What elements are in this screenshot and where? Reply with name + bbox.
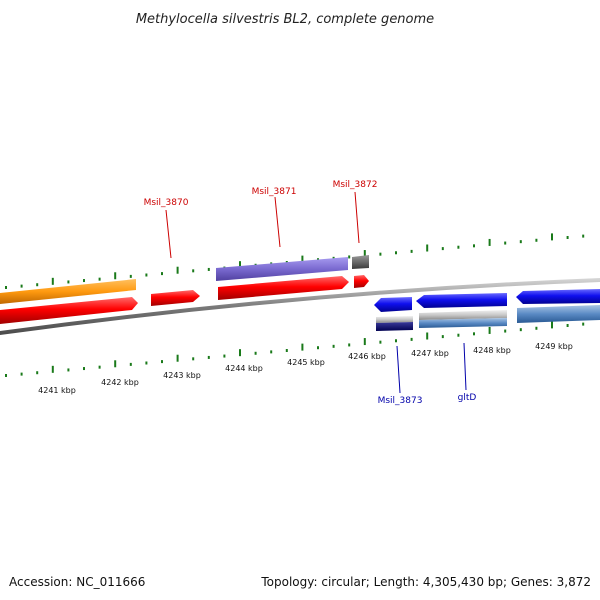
gene-orange-bar[interactable] (0, 279, 136, 304)
scale-label-4248: 4248 kbp (473, 346, 511, 355)
gene-msil-3871-arrow[interactable] (218, 276, 349, 300)
scale-label-4243: 4243 kbp (163, 371, 201, 380)
gene-label-msil-3870[interactable]: Msil_3870 (144, 198, 189, 208)
scale-label-4244: 4244 kbp (225, 364, 263, 373)
scale-label-4245: 4245 kbp (287, 358, 325, 367)
gene-reverse-feature-3[interactable] (517, 305, 600, 323)
leader-line-msil-3872 (354, 191, 360, 244)
gene-reverse-arrow-3[interactable] (516, 289, 600, 304)
gene-gltD-arrow[interactable] (416, 293, 507, 308)
gene-gltD-feature[interactable] (419, 318, 507, 328)
gene-msil-3872-feature[interactable] (352, 255, 369, 269)
scale-label-4247: 4247 kbp (411, 349, 449, 358)
gene-gltD-feature-light[interactable] (419, 310, 507, 320)
map-title: Methylocella silvestris BL2, complete ge… (136, 12, 434, 27)
gene-msil-3873-arrow[interactable] (374, 297, 412, 312)
leader-line-msil-3870 (165, 209, 172, 259)
gene-msil-3870-arrow[interactable] (151, 290, 200, 306)
accession-text: Accession: NC_011666 (9, 575, 145, 589)
gene-label-msil-3871[interactable]: Msil_3871 (252, 187, 297, 197)
gene-label-gltD[interactable]: gltD (458, 393, 477, 403)
gene-msil-3871-feature[interactable] (216, 257, 348, 281)
bottom-scale-ticks (5, 321, 585, 377)
scale-label-4246: 4246 kbp (348, 352, 386, 361)
gene-msil-3872-arrow[interactable] (354, 275, 369, 288)
leader-line-msil-3873 (396, 345, 401, 394)
gene-cds-arrow-1[interactable] (0, 297, 138, 324)
scale-label-4241: 4241 kbp (38, 386, 76, 395)
gene-msil-3873-feature-light[interactable] (376, 316, 413, 323)
leader-line-msil-3871 (274, 196, 281, 248)
leader-line-gltD (463, 342, 467, 391)
scale-label-4249: 4249 kbp (535, 342, 573, 351)
gene-label-msil-3872[interactable]: Msil_3872 (333, 180, 378, 190)
scale-label-4242: 4242 kbp (101, 378, 139, 387)
gene-msil-3873-feature-dark[interactable] (376, 322, 413, 331)
gene-label-msil-3873[interactable]: Msil_3873 (378, 396, 423, 406)
genome-backbone (0, 278, 600, 335)
topology-text: Topology: circular; Length: 4,305,430 bp… (260, 575, 591, 589)
